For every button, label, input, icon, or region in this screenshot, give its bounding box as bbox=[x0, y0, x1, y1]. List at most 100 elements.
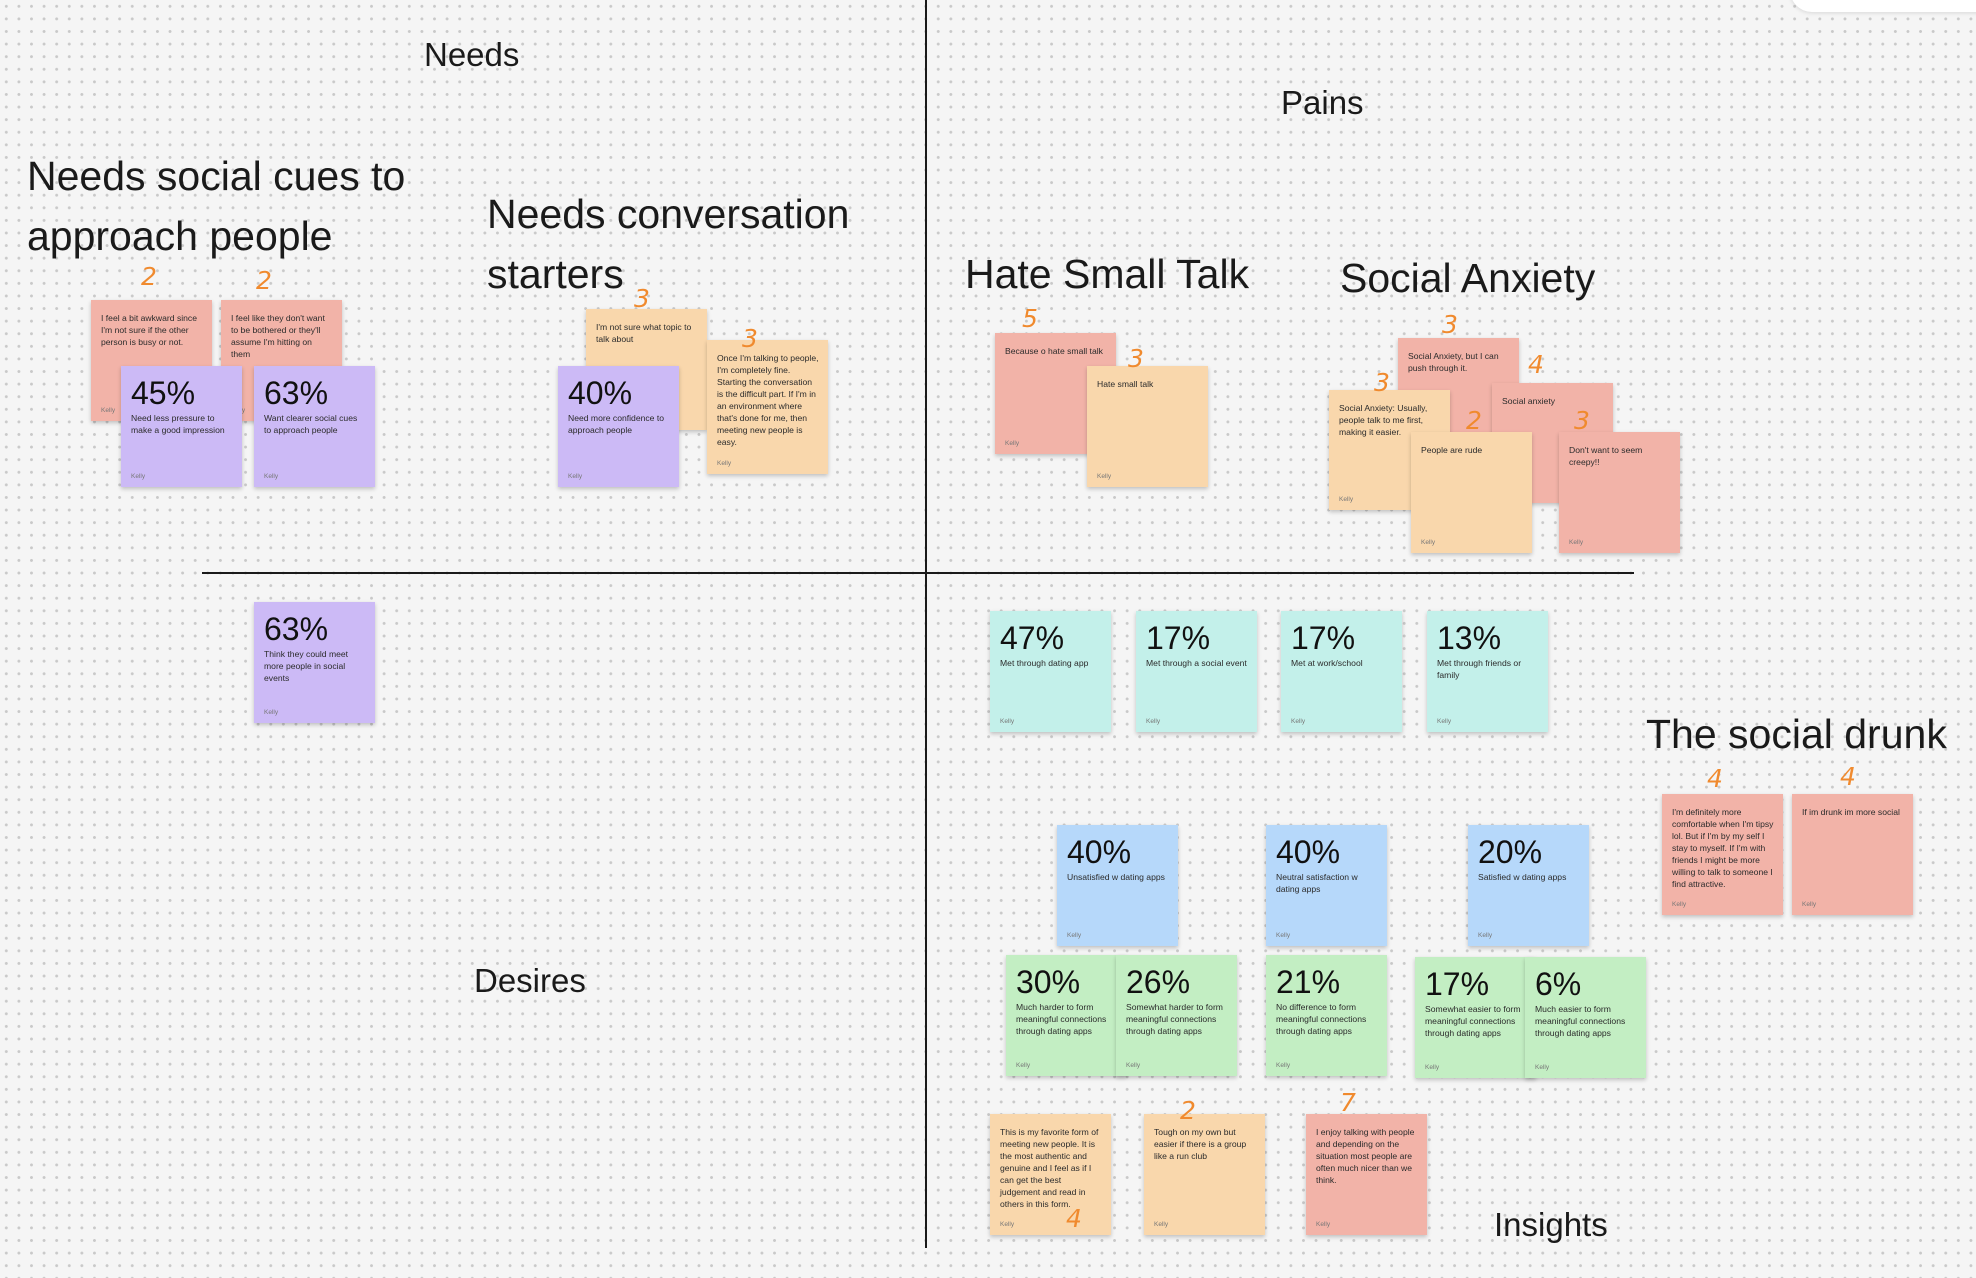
note-text: Neutral satisfaction w dating apps bbox=[1276, 872, 1358, 894]
stat-note[interactable]: 17% Met at work/school Kelly bbox=[1281, 611, 1402, 732]
stat-note[interactable]: 21% No difference to form meaningful con… bbox=[1266, 955, 1387, 1076]
note-text: I enjoy talking with people and dependin… bbox=[1316, 1127, 1415, 1185]
note-author: Kelly bbox=[1097, 473, 1112, 480]
stat-note[interactable]: 45% Need less pressure to make a good im… bbox=[121, 366, 242, 487]
note-stat: 20% bbox=[1478, 834, 1543, 870]
note-author: Kelly bbox=[1437, 718, 1452, 725]
note-text: Satisfied w dating apps bbox=[1478, 872, 1567, 882]
note-text: People are rude bbox=[1421, 445, 1483, 455]
sticky-note[interactable]: Tough on my own but easier if there is a… bbox=[1144, 1114, 1265, 1235]
note-author: Kelly bbox=[101, 407, 116, 414]
note-text: Want clearer social cues to approach peo… bbox=[264, 413, 358, 435]
vote-count: 2 bbox=[1180, 1096, 1196, 1125]
note-author: Kelly bbox=[1425, 1064, 1440, 1071]
note-stat: 17% bbox=[1291, 620, 1356, 656]
cluster-title-social-anxiety[interactable]: Social Anxiety bbox=[1340, 255, 1596, 301]
sticky-note[interactable]: Hate small talk Kelly bbox=[1087, 366, 1208, 487]
stat-note[interactable]: 40% Unsatisfied w dating apps Kelly bbox=[1057, 825, 1178, 946]
cluster-title-social-cues[interactable]: Needs social cues to approach people bbox=[27, 153, 406, 259]
note-author: Kelly bbox=[1005, 440, 1020, 447]
note-text: Think they could meet more people in soc… bbox=[264, 649, 349, 683]
note-stat: 26% bbox=[1126, 964, 1191, 1000]
vote-count: 3 bbox=[1442, 310, 1458, 339]
note-text: This is my favorite form of meeting new … bbox=[1000, 1127, 1099, 1209]
vertical-axis bbox=[925, 0, 927, 1248]
note-text: If im drunk im more social bbox=[1802, 807, 1900, 817]
vote-count: 2 bbox=[1466, 406, 1482, 435]
note-author: Kelly bbox=[1291, 718, 1306, 725]
note-author: Kelly bbox=[264, 709, 279, 716]
cluster-title-social-drunk[interactable]: The social drunk bbox=[1646, 711, 1947, 757]
vote-count: 7 bbox=[1340, 1088, 1356, 1117]
stat-note[interactable]: 30% Much harder to form meaningful conne… bbox=[1006, 955, 1127, 1076]
note-text: Met through a social event bbox=[1146, 658, 1247, 668]
note-stat: 63% bbox=[264, 375, 329, 411]
note-stat: 63% bbox=[264, 611, 329, 647]
note-text: Social Anxiety: Usually, people talk to … bbox=[1339, 403, 1428, 437]
stat-note[interactable]: 17% Met through a social event Kelly bbox=[1136, 611, 1257, 732]
stat-note[interactable]: 40% Neutral satisfaction w dating apps K… bbox=[1266, 825, 1387, 946]
note-author: Kelly bbox=[1478, 932, 1493, 939]
note-text: Because o hate small talk bbox=[1005, 346, 1103, 356]
note-author: Kelly bbox=[1672, 901, 1687, 908]
sticky-note[interactable]: Once I'm talking to people, I'm complete… bbox=[707, 340, 828, 474]
note-author: Kelly bbox=[1276, 1062, 1291, 1069]
stat-note[interactable]: 20% Satisfied w dating apps Kelly bbox=[1468, 825, 1589, 946]
stat-note[interactable]: 13% Met through friends or family Kelly bbox=[1427, 611, 1548, 732]
stat-note[interactable]: 47% Met through dating app Kelly bbox=[990, 611, 1111, 732]
note-text: I feel a bit awkward since I'm not sure … bbox=[101, 313, 198, 347]
cluster-title-small-talk[interactable]: Hate Small Talk bbox=[965, 251, 1250, 297]
vote-count: 3 bbox=[634, 284, 650, 313]
note-text: Unsatisfied w dating apps bbox=[1067, 872, 1165, 882]
sticky-note[interactable]: If im drunk im more social Kelly bbox=[1792, 794, 1913, 915]
vote-count: 5 bbox=[1022, 304, 1038, 333]
cluster-title-conversation[interactable]: Needs conversation starters bbox=[487, 191, 850, 297]
sticky-note[interactable]: Don't want to seem creepy!! Kelly bbox=[1559, 432, 1680, 553]
note-author: Kelly bbox=[131, 473, 146, 480]
note-author: Kelly bbox=[1000, 1221, 1015, 1228]
note-author: Kelly bbox=[1421, 539, 1436, 546]
vote-count: 4 bbox=[1066, 1204, 1082, 1233]
note-text: Once I'm talking to people, I'm complete… bbox=[717, 353, 819, 447]
stat-note[interactable]: 26% Somewhat harder to form meaningful c… bbox=[1116, 955, 1237, 1076]
vote-count: 4 bbox=[1528, 350, 1544, 379]
sticky-note[interactable]: I enjoy talking with people and dependin… bbox=[1306, 1114, 1427, 1235]
note-author: Kelly bbox=[1569, 539, 1584, 546]
note-text: Social Anxiety, but I can push through i… bbox=[1408, 351, 1499, 373]
horizontal-axis bbox=[202, 572, 1634, 574]
vote-count: 2 bbox=[256, 266, 272, 295]
note-author: Kelly bbox=[1126, 1062, 1141, 1069]
note-text: I feel like they don't want to be bother… bbox=[231, 313, 325, 359]
quadrant-label-needs: Needs bbox=[424, 36, 520, 73]
quadrant-label-insights: Insights bbox=[1494, 1206, 1608, 1243]
vote-count: 2 bbox=[141, 262, 157, 291]
note-author: Kelly bbox=[1016, 1062, 1031, 1069]
stat-note[interactable]: 40% Need more confidence to approach peo… bbox=[558, 366, 679, 487]
toolbar-panel[interactable] bbox=[1790, 0, 1976, 12]
sticky-note[interactable]: I'm definitely more comfortable when I'm… bbox=[1662, 794, 1783, 915]
note-text: Social anxiety bbox=[1502, 396, 1556, 406]
stat-note[interactable]: 6% Much easier to form meaningful connec… bbox=[1525, 957, 1646, 1078]
vote-count: 3 bbox=[742, 324, 758, 353]
note-author: Kelly bbox=[1000, 718, 1015, 725]
note-text: Don't want to seem creepy!! bbox=[1569, 445, 1643, 467]
note-text: Met at work/school bbox=[1291, 658, 1363, 668]
stat-note[interactable]: 63% Want clearer social cues to approach… bbox=[254, 366, 375, 487]
note-text: Much easier to form meaningful connectio… bbox=[1535, 1004, 1626, 1038]
note-stat: 40% bbox=[1067, 834, 1132, 870]
note-text: Tough on my own but easier if there is a… bbox=[1154, 1127, 1247, 1161]
note-stat: 47% bbox=[1000, 620, 1065, 656]
note-author: Kelly bbox=[1802, 901, 1817, 908]
sticky-note[interactable]: People are rude Kelly bbox=[1411, 432, 1532, 553]
note-text: Much harder to form meaningful connectio… bbox=[1016, 1002, 1107, 1036]
note-author: Kelly bbox=[1276, 932, 1291, 939]
note-text: I'm not sure what topic to talk about bbox=[596, 322, 692, 344]
note-text: Somewhat harder to form meaningful conne… bbox=[1126, 1002, 1223, 1036]
stat-note[interactable]: 17% Somewhat easier to form meaningful c… bbox=[1415, 957, 1536, 1078]
note-author: Kelly bbox=[1067, 932, 1082, 939]
vote-count: 4 bbox=[1840, 762, 1856, 791]
sticky-note[interactable]: This is my favorite form of meeting new … bbox=[990, 1114, 1111, 1235]
stat-note[interactable]: 63% Think they could meet more people in… bbox=[254, 602, 375, 723]
note-stat: 17% bbox=[1425, 966, 1490, 1002]
